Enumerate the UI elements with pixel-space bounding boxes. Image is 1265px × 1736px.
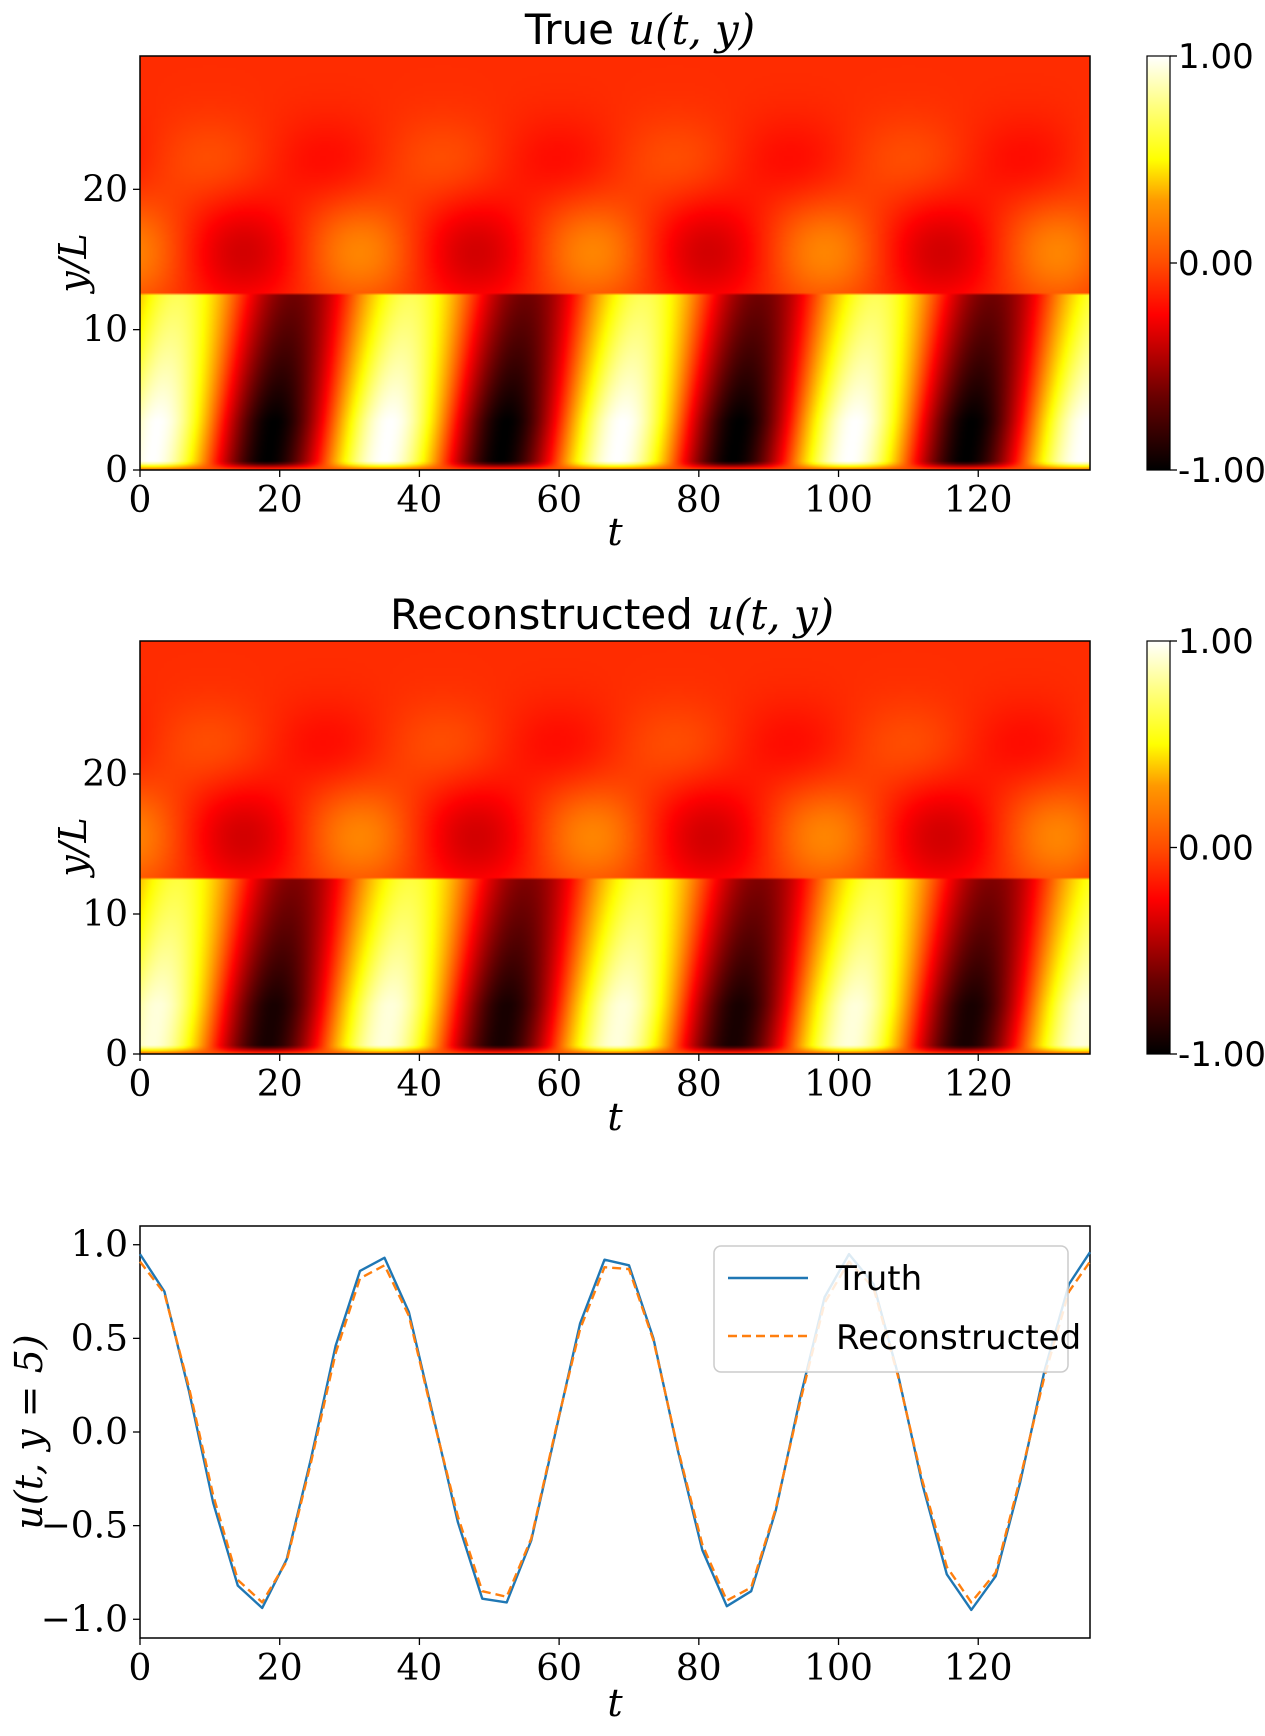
line-plot-x-axis: 0 20 40 60 80 100 120 <box>129 1638 1013 1689</box>
legend-truth-label: Truth <box>835 1259 922 1299</box>
x-tick-label: 40 <box>397 1648 443 1689</box>
reconstructed-heatmap-xlabel: t <box>607 1095 623 1139</box>
x-tick-label: 60 <box>536 480 582 521</box>
reconstructed-heatmap-image <box>140 641 1090 1054</box>
x-tick-label: 0 <box>129 1064 152 1105</box>
x-tick-label: 80 <box>676 1064 722 1105</box>
colorbar-tick-label: 1.00 <box>1178 622 1254 662</box>
y-tick-label: 0.5 <box>71 1318 128 1359</box>
x-tick-label: 100 <box>804 1648 873 1689</box>
line-plot-xlabel: t <box>607 1681 623 1725</box>
reconstructed-heatmap-x-axis: 0 20 40 60 80 100 120 <box>129 1054 1013 1105</box>
y-tick-label: −1.0 <box>41 1599 128 1640</box>
reconstructed-heatmap-y-axis: 0 10 20 <box>82 754 140 1075</box>
colorbar-tick-label: 0.00 <box>1178 829 1254 869</box>
true-heatmap-frame <box>139 55 1091 471</box>
colorbar-tick-label: 0.00 <box>1178 244 1254 284</box>
reconstructed-colorbar <box>1146 640 1171 1055</box>
x-tick-label: 20 <box>257 1064 303 1105</box>
x-tick-label: 120 <box>944 1064 1013 1105</box>
y-tick-label: 10 <box>82 894 128 935</box>
x-tick-label: 40 <box>397 1064 443 1105</box>
x-tick-label: 120 <box>944 480 1013 521</box>
reconstructed-heatmap-frame <box>139 640 1091 1055</box>
x-tick-label: 80 <box>676 480 722 521</box>
x-tick-label: 40 <box>397 480 443 521</box>
true-colorbar <box>1146 55 1171 471</box>
true-heatmap-x-axis: 0 20 40 60 80 100 120 <box>129 470 1013 521</box>
x-tick-label: 0 <box>129 1648 152 1689</box>
y-tick-label: 0 <box>105 450 128 491</box>
y-tick-label: −0.5 <box>41 1506 128 1547</box>
x-tick-label: 80 <box>676 1648 722 1689</box>
colorbar-tick-label: -1.00 <box>1178 451 1265 491</box>
legend-reconstructed-label: Reconstructed <box>836 1318 1081 1358</box>
line-plot-y-axis: 1.0 0.5 0.0 −0.5 −1.0 <box>41 1225 140 1640</box>
reconstructed-heatmap-panel: Reconstructed u(t, y) 0 20 40 60 80 100 120 0 10… <box>51 590 1265 1139</box>
true-heatmap-image <box>140 56 1090 470</box>
y-tick-label: 20 <box>82 754 128 795</box>
x-tick-label: 100 <box>804 480 873 521</box>
line-plot-series <box>138 1251 1092 1612</box>
x-tick-label: 100 <box>804 1064 873 1105</box>
x-tick-label: 120 <box>944 1648 1013 1689</box>
reconstructed-series-line <box>139 1260 1091 1604</box>
x-tick-label: 60 <box>536 1064 582 1105</box>
true-colorbar-ticks: 1.00 0.00 -1.00 <box>1170 37 1265 491</box>
true-heatmap-xlabel: t <box>607 510 623 554</box>
y-tick-label: 20 <box>82 169 128 210</box>
y-tick-label: 10 <box>82 310 128 351</box>
x-tick-label: 60 <box>536 1648 582 1689</box>
line-plot-ylabel: u(t, y = 5) <box>7 1334 51 1529</box>
line-plot-panel: 0 20 40 60 80 100 120 1.0 0.5 0.0 −0.5 −1.0 t u(t,… <box>7 1225 1092 1725</box>
true-heatmap-title: True u(t, y) <box>524 5 755 54</box>
y-tick-label: 0.0 <box>71 1412 128 1453</box>
line-plot-legend: Truth Reconstructed <box>713 1245 1081 1373</box>
colorbar-tick-label: -1.00 <box>1178 1035 1265 1075</box>
reconstructed-heatmap-ylabel: y/L <box>51 817 95 879</box>
x-tick-label: 20 <box>257 1648 303 1689</box>
reconstructed-heatmap-title: Reconstructed u(t, y) <box>390 590 834 639</box>
y-tick-label: 1.0 <box>71 1225 128 1266</box>
x-tick-label: 20 <box>257 480 303 521</box>
true-heatmap-ylabel: y/L <box>51 233 95 295</box>
x-tick-label: 0 <box>129 480 152 521</box>
reconstructed-colorbar-ticks: 1.00 0.00 -1.00 <box>1170 622 1265 1075</box>
true-heatmap-y-axis: 0 10 20 <box>82 169 140 491</box>
colorbar-tick-label: 1.00 <box>1178 37 1254 77</box>
y-tick-label: 0 <box>105 1034 128 1075</box>
